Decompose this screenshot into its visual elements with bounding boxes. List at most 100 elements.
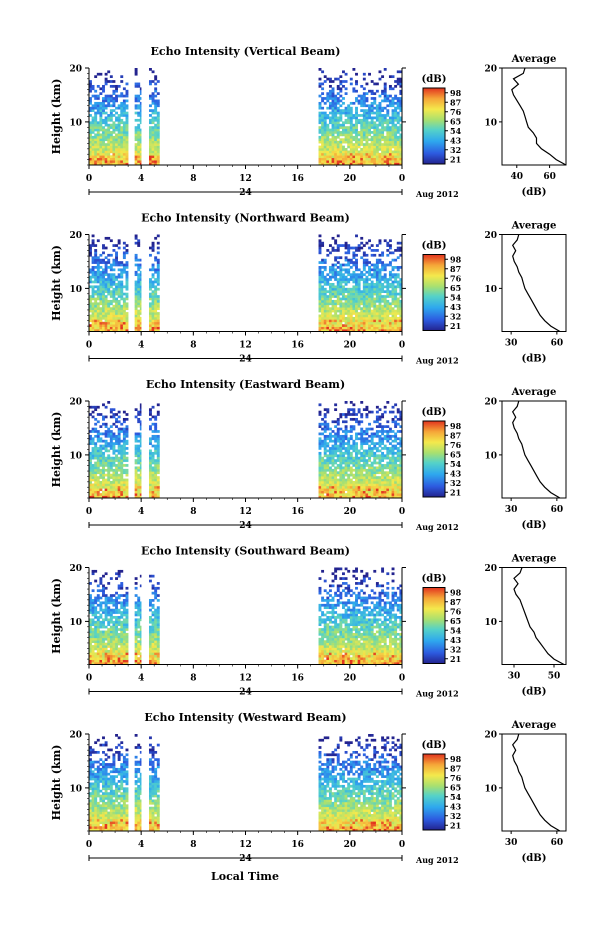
heatmap-cell — [326, 329, 330, 332]
heatmap-cell — [117, 430, 121, 433]
colorbar-tick-label: 54 — [450, 126, 462, 136]
heatmap-cell — [399, 80, 403, 83]
heatmap-cell — [396, 454, 400, 458]
heatmap-cell — [120, 422, 124, 426]
heatmap-cell — [122, 483, 126, 487]
heatmap-cell — [94, 495, 98, 499]
heatmap-cell — [362, 430, 366, 433]
heatmap-cell — [122, 434, 126, 438]
heatmap-cell — [394, 490, 398, 494]
heatmap-cell — [154, 236, 158, 240]
heatmap-cell — [89, 97, 92, 100]
heatmap-cell — [151, 292, 155, 296]
heatmap-cell — [117, 451, 121, 455]
heatmap-cell — [321, 314, 325, 318]
heatmap-cell — [328, 84, 332, 88]
heatmap-cell — [336, 295, 340, 298]
heatmap-cell — [378, 495, 382, 499]
heatmap-cell — [336, 261, 340, 264]
heatmap-cell — [328, 121, 332, 125]
heatmap-cell — [321, 123, 325, 127]
heatmap-cell — [347, 461, 351, 465]
heatmap-cell — [360, 128, 364, 132]
heatmap-cell — [388, 285, 392, 289]
heatmap-cell — [365, 437, 369, 441]
heatmap-cell — [334, 123, 338, 127]
heatmap-cell — [370, 466, 374, 470]
heatmap-cell — [391, 150, 395, 154]
heatmap-cell — [391, 466, 395, 470]
heatmap-cell — [109, 307, 113, 310]
heatmap-cell — [148, 126, 152, 129]
x-tick-label: 12 — [239, 174, 252, 184]
heatmap-cell — [323, 290, 327, 293]
heatmap-cell — [360, 292, 364, 296]
heatmap-cell — [365, 92, 369, 95]
heatmap-cell — [396, 152, 400, 156]
heatmap-cell — [334, 439, 338, 443]
heatmap-cell — [334, 314, 338, 318]
heatmap-cell — [104, 662, 108, 665]
heatmap-cell — [342, 148, 345, 151]
heatmap-cell — [388, 104, 392, 108]
heatmap-cell — [339, 434, 343, 438]
heatmap-cell — [151, 456, 155, 460]
heatmap-cell — [334, 468, 338, 472]
heatmap-cell — [117, 319, 121, 323]
heatmap-cell — [94, 601, 98, 605]
heatmap-cell — [383, 239, 387, 243]
heatmap-cell — [117, 114, 121, 117]
heatmap-cell — [112, 662, 116, 665]
heatmap-cell — [362, 133, 366, 137]
heatmap-cell — [342, 304, 345, 308]
heatmap-cell — [352, 425, 356, 428]
heatmap-cell — [383, 280, 387, 284]
heatmap-cell — [383, 150, 387, 154]
heatmap-cell — [375, 420, 379, 424]
heatmap-cell — [96, 297, 100, 301]
heatmap-cell — [378, 490, 382, 494]
heatmap-cell — [339, 468, 343, 472]
heatmap-cell — [394, 471, 398, 475]
heatmap-cell — [321, 118, 325, 122]
heatmap-cell — [125, 468, 129, 472]
heatmap-cell — [104, 131, 108, 134]
heatmap-cell — [148, 326, 152, 330]
heatmap-cell — [151, 285, 155, 289]
heatmap-cell — [137, 473, 141, 477]
heatmap-cell — [323, 261, 327, 264]
heatmap-cell — [318, 266, 322, 269]
heatmap-cell — [344, 302, 348, 306]
heatmap-cell — [349, 454, 353, 458]
heatmap-cell — [344, 425, 348, 428]
heatmap-cell — [328, 483, 332, 487]
heatmap-cell — [375, 131, 379, 134]
heatmap-cell — [96, 302, 100, 306]
heatmap-cell — [336, 135, 340, 139]
heatmap-cell — [336, 314, 340, 318]
heatmap-cell — [139, 140, 142, 144]
heatmap-cell — [156, 434, 160, 438]
heatmap-cell — [383, 97, 387, 100]
heatmap-cell — [352, 101, 356, 105]
heatmap-cell — [370, 268, 374, 272]
heatmap-cell — [102, 594, 105, 597]
x-tick-label: 0 — [86, 507, 92, 517]
heatmap-cell — [321, 273, 325, 277]
heatmap-cell — [394, 304, 398, 308]
heatmap-cell — [334, 473, 338, 477]
heatmap-cell — [318, 94, 322, 98]
heatmap-cell — [328, 476, 332, 479]
heatmap-cell — [355, 444, 358, 448]
heatmap-cell — [122, 256, 126, 260]
heatmap-cell — [391, 451, 395, 455]
heatmap-cell — [344, 152, 348, 156]
heatmap-cell — [396, 459, 400, 462]
heatmap-cell — [386, 155, 390, 159]
heatmap-cell — [148, 121, 152, 125]
heatmap-cell — [148, 427, 152, 431]
heatmap-cell — [370, 155, 374, 159]
heatmap-cell — [342, 133, 345, 137]
heatmap-cell — [360, 99, 364, 103]
heatmap-cell — [381, 155, 385, 159]
